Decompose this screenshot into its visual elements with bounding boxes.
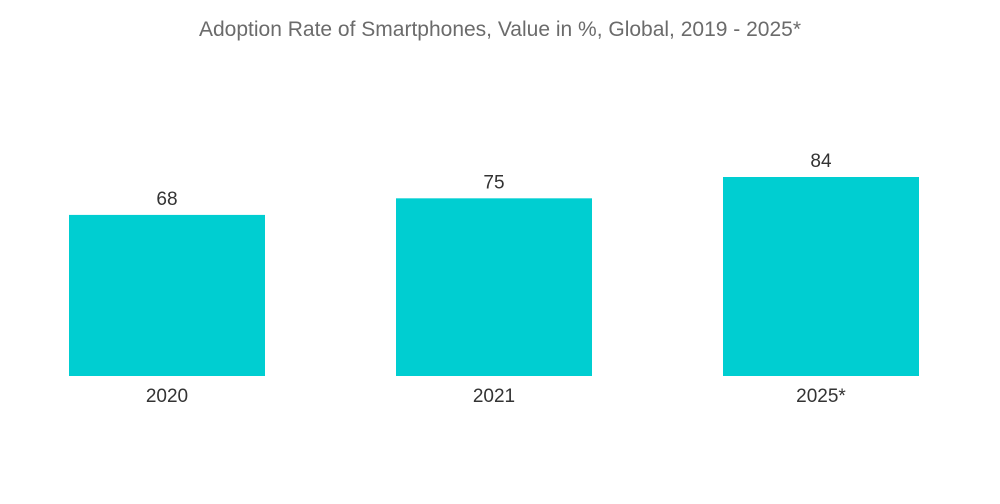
bar-2021 [396,198,592,376]
data-label-2021: 75 [483,172,504,193]
x-tick-label-2021: 2021 [473,386,515,407]
chart-title: Adoption Rate of Smartphones, Value in %… [199,18,801,41]
bars-group [69,177,919,376]
x-tick-label-2020: 2020 [146,386,188,407]
bar-2020 [69,214,265,376]
x-tick-labels-group: 2020 2021 2025* [146,386,847,407]
x-tick-label-2025: 2025* [796,386,846,407]
value-labels-group: 68 75 84 [156,151,832,210]
data-label-2025: 84 [810,151,832,172]
bar-2025 [723,177,919,376]
data-label-2020: 68 [156,189,177,210]
